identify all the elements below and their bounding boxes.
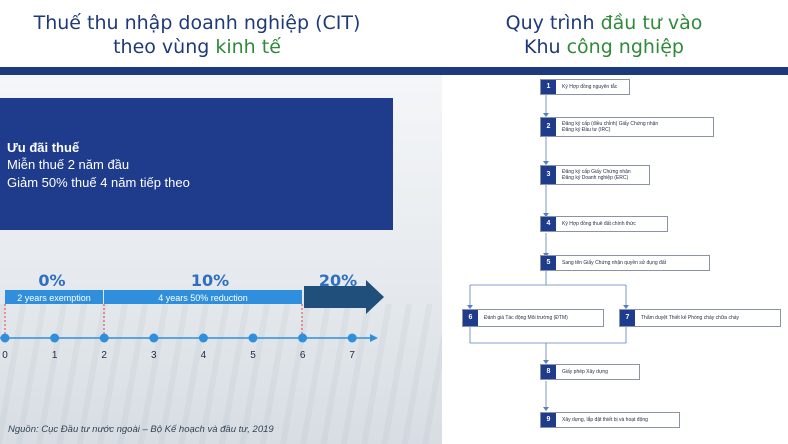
title-text: Thuế thu nhập [33,12,179,34]
flow-step-2: 2 Đăng ký cấp (điều chỉnh) Giấy Chứng nh… [540,117,714,137]
title-text: công nghiệp [566,36,684,58]
source-note: Nguồn: Cục Đầu tư nước ngoài – Bộ Kế hoạ… [8,424,274,435]
step-number: 3 [541,166,556,184]
tick-dot [0,333,10,343]
tax-incentive-box: Ưu đãi thuế Miễn thuế 2 năm đầu Giảm 50%… [0,98,393,230]
tick-label: 6 [300,350,306,361]
exemption-bar [5,290,103,304]
flow-step-8: 8 Giấy phép Xây dựng [540,364,640,380]
title-text: doanh nghiệp (CIT) [178,12,361,34]
incentive-line-2: Giảm 50% thuế 4 năm tiếp theo [7,175,190,190]
timeline-svg: 0% 10% 20% 2 years exemption 4 years 50%… [0,271,384,361]
title-text: Khu [524,36,567,58]
tick-label: 4 [201,350,207,361]
flow-step-6: 6 Đánh giá Tác động Môi trường (ĐTM) [462,309,604,327]
step-text: Đánh giá Tác động Môi trường (ĐTM) [484,315,568,321]
step-number: 8 [541,365,556,379]
step-text: Xây dựng, lắp đặt thiết bị và hoạt động [562,417,648,423]
step-number: 6 [463,310,478,326]
flow-connectors [467,95,629,411]
process-title: Quy trình đầu tư vào Khu công nghiệp [420,11,788,59]
step-text: Ký Hợp đồng thuê đất chính thức [562,221,636,227]
cit-title: Thuế thu nhập doanh nghiệp (CIT) theo vù… [0,11,394,59]
reduction-bar [104,290,302,304]
step-number: 2 [541,118,556,136]
flow-step-1: 1 Ký Hợp đồng nguyên tắc [540,79,630,95]
incentive-title: Ưu đãi thuế [7,140,80,155]
segment-label-0: 2 years exemption [17,293,91,303]
step-text: Ký Hợp đồng nguyên tắc [562,84,618,90]
axis-arrowhead [370,334,378,342]
tick-label: 7 [349,350,355,361]
tick-dot [248,333,258,343]
step-text: Sang tên Giấy Chứng nhận quyền sử dụng đ… [562,260,666,266]
step-text: Đăng ký cấp (điều chỉnh) Giấy Chứng nhận… [562,121,659,133]
step-text: Đăng ký cấp Giấy Chứng nhận Đăng ký Doan… [562,169,631,181]
tick-dot [198,333,208,343]
title-text: Quy trình [505,12,601,34]
flow-step-9: 9 Xây dựng, lắp đặt thiết bị và hoạt độn… [540,412,680,428]
tick-dot [99,333,109,343]
tick-group: 0 1 2 3 4 5 6 7 [0,333,357,361]
flow-step-4: 4 Ký Hợp đồng thuê đất chính thức [540,216,668,232]
pct-label-2: 20% [319,271,357,290]
title-text: theo vùng [113,36,216,58]
title-text: kinh tế [215,36,281,58]
tick-dot [50,333,60,343]
continuation-arrow [304,280,384,314]
step-number: 9 [541,413,556,427]
step-text: Thẩm duyệt Thiết kế Phòng cháy chữa cháy [641,315,740,321]
tick-label: 3 [151,350,157,361]
pct-label-0: 0% [38,271,65,290]
segment-label-1: 4 years 50% reduction [158,293,248,303]
flow-step-7: 7 Thẩm duyệt Thiết kế Phòng cháy chữa ch… [619,309,781,327]
tick-label: 5 [250,350,256,361]
pct-label-1: 10% [191,271,229,290]
step-number: 4 [541,217,556,231]
title-text: đầu tư vào [600,12,703,34]
tick-dot [298,333,308,343]
flow-step-5: 5 Sang tên Giấy Chứng nhận quyền sử dụng… [540,255,710,271]
incentive-line-1: Miễn thuế 2 năm đầu [7,157,130,172]
tick-label: 1 [52,350,58,361]
header-divider [0,67,788,75]
flow-step-3: 3 Đăng ký cấp Giấy Chứng nhận Đăng ký Do… [540,165,650,185]
step-number: 7 [620,310,635,326]
tax-timeline: 0% 10% 20% 2 years exemption 4 years 50%… [0,258,394,368]
tick-dot [149,333,159,343]
tick-label: 2 [101,350,107,361]
tick-label: 0 [2,350,8,361]
tick-dot [347,333,357,343]
step-text: Giấy phép Xây dựng [562,369,608,375]
step-number: 5 [541,256,556,270]
process-flowchart: 1 Ký Hợp đồng nguyên tắc 2 Đăng ký cấp (… [452,75,788,444]
step-number: 1 [541,80,556,94]
